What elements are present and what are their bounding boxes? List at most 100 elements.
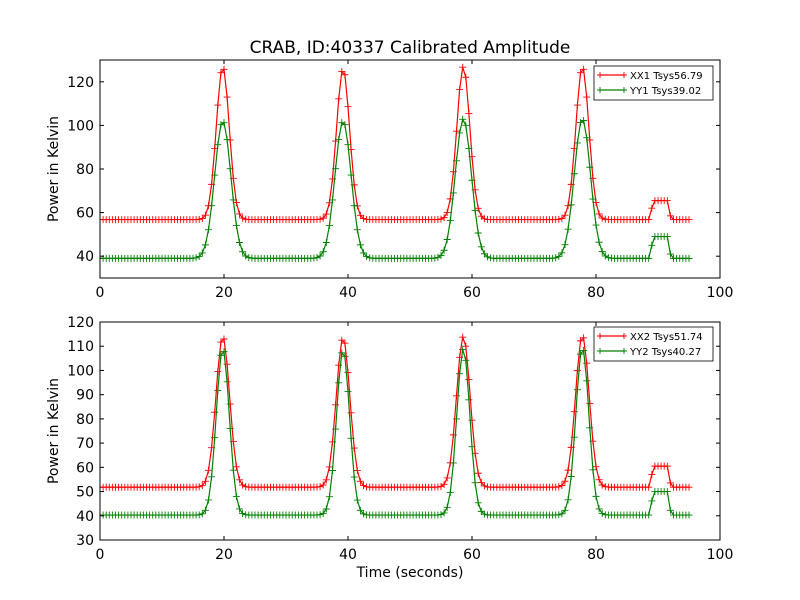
data-point (465, 145, 473, 153)
data-point (589, 466, 597, 474)
data-point (685, 216, 693, 224)
y-tick-label: 50 (76, 485, 94, 501)
legend-label: YY2 Tsys40.27 (629, 347, 701, 358)
data-point (443, 503, 451, 511)
data-point (666, 506, 674, 514)
data-point (236, 238, 243, 246)
legend-item: YY2 Tsys40.27 (597, 347, 701, 358)
legend-box (593, 326, 714, 362)
data-point (341, 352, 349, 360)
data-point (226, 165, 234, 173)
data-point (214, 101, 222, 109)
data-point (356, 241, 364, 249)
data-point (229, 196, 237, 204)
data-point (440, 214, 448, 222)
y-tick-label: 40 (76, 509, 94, 525)
data-point (595, 505, 603, 513)
data-point (459, 115, 467, 123)
data-point (580, 334, 588, 342)
data-point (446, 217, 454, 225)
data-point (236, 210, 243, 218)
data-point (344, 387, 352, 395)
data-point (589, 195, 597, 203)
y-tick-label: 90 (76, 388, 94, 404)
data-point (446, 489, 454, 497)
data-point (223, 136, 231, 144)
data-point (192, 254, 200, 262)
y-tick-label: 40 (76, 249, 94, 265)
data-point (443, 208, 451, 216)
data-point (316, 252, 324, 260)
data-point (583, 377, 591, 385)
y-tick-label: 110 (67, 339, 94, 355)
data-point (198, 510, 206, 518)
data-point (338, 67, 346, 75)
legend: XX2 Tsys51.74 YY2 Tsys40.27 (593, 326, 714, 362)
data-point (558, 482, 566, 490)
data-point (477, 507, 485, 515)
data-point (564, 202, 572, 210)
data-point (666, 212, 674, 220)
data-point (198, 214, 206, 222)
data-point (648, 204, 656, 212)
data-point (353, 496, 361, 504)
data-point (564, 496, 572, 504)
data-point (322, 238, 330, 246)
data-point (229, 466, 237, 474)
data-point (341, 71, 349, 79)
data-point (555, 483, 563, 491)
data-point (217, 69, 225, 77)
data-point (468, 443, 476, 451)
x-tick-label: 80 (587, 285, 605, 301)
data-point (604, 254, 612, 262)
data-point (601, 252, 609, 260)
data-point (332, 401, 340, 409)
series-1 (100, 333, 693, 491)
data-point (232, 493, 240, 501)
data-point (440, 246, 448, 254)
data-point (480, 250, 488, 258)
data-point (555, 215, 563, 223)
data-point (319, 481, 327, 489)
data-point (598, 248, 606, 256)
data-point (586, 424, 594, 432)
data-point (356, 506, 364, 514)
data-point (347, 409, 355, 417)
data-point (325, 463, 333, 471)
data-point (214, 387, 222, 395)
data-point (595, 476, 603, 484)
data-point (316, 483, 324, 491)
data-point (239, 248, 247, 256)
data-point (319, 509, 327, 517)
data-point (232, 463, 240, 471)
chart-panel-2: 0 20 40 60 80 100 30 40 50 60 70 80 90 100 110 120 Power… (46, 315, 733, 581)
data-point (552, 254, 560, 262)
data-point (310, 254, 318, 262)
x-tick-label: 100 (707, 285, 734, 301)
data-point (471, 206, 479, 214)
data-point (325, 493, 333, 501)
y-tick-label: 100 (67, 363, 94, 379)
data-point (344, 368, 352, 376)
data-point (319, 214, 327, 222)
data-point (217, 338, 225, 346)
data-point (360, 510, 367, 518)
data-point (474, 469, 482, 477)
data-point (449, 459, 457, 467)
data-point (232, 222, 240, 230)
data-point (437, 215, 445, 223)
chart-title: CRAB, ID:40337 Calibrated Amplitude (250, 38, 571, 58)
data-point (573, 101, 581, 109)
data-point (211, 434, 219, 442)
data-point (220, 65, 228, 73)
data-point (577, 337, 584, 345)
data-point (648, 497, 656, 505)
data-point (319, 248, 327, 256)
data-point (561, 241, 569, 249)
legend-marker (621, 87, 627, 93)
legend-marker (597, 333, 603, 339)
data-point (580, 346, 588, 354)
data-point (239, 509, 247, 517)
data-point (443, 474, 451, 482)
